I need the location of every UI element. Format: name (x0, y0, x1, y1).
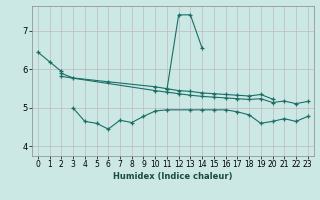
X-axis label: Humidex (Indice chaleur): Humidex (Indice chaleur) (113, 172, 233, 181)
